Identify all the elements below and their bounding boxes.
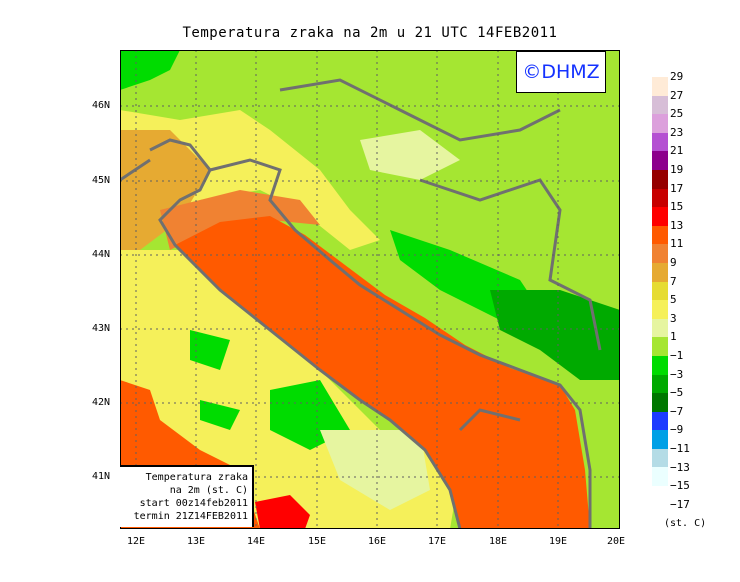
legend-label: 25 — [670, 107, 684, 121]
legend-swatch — [652, 132, 668, 152]
legend-swatch — [652, 262, 668, 282]
alps-cold-area — [120, 50, 180, 90]
legend-label: 27 — [670, 88, 684, 102]
legend-label: 9 — [670, 256, 677, 269]
legend-swatch — [652, 77, 668, 96]
legend-label: 13 — [670, 218, 684, 232]
montenegro-cold-area — [490, 290, 620, 380]
legend-label: 19 — [670, 163, 684, 176]
legend-label: −17 — [670, 497, 690, 511]
pannonia-mild-area — [360, 130, 460, 180]
lon-tick: 13E — [186, 536, 206, 547]
color-legend — [652, 77, 668, 487]
legend-swatch — [652, 430, 668, 449]
legend-label: 21 — [670, 144, 684, 158]
legend-label: −13 — [670, 460, 690, 474]
legend-swatch — [652, 411, 668, 431]
legend-swatch — [652, 281, 668, 301]
info-box: Temperatura zraka na 2m (st. C) start 00… — [120, 465, 254, 527]
legend-label: −9 — [670, 423, 684, 437]
legend-swatch — [652, 374, 668, 394]
italy-north-warm — [120, 130, 210, 260]
legend-label: −11 — [670, 442, 690, 455]
adriatic-sea — [175, 216, 590, 529]
south-italy-mild — [320, 430, 430, 510]
legend-label: −1 — [670, 349, 684, 362]
legend-label: −5 — [670, 386, 684, 400]
coastline — [120, 78, 602, 529]
legend-swatch — [652, 169, 668, 189]
legend-swatch — [652, 300, 668, 319]
lat-tick: 42N — [92, 397, 111, 408]
lon-tick: 12E — [126, 536, 146, 547]
legend-swatch — [652, 244, 668, 263]
legend-swatch — [652, 114, 668, 133]
legend-swatch — [652, 207, 668, 226]
info-line: Temperatura zraka — [145, 472, 248, 483]
legend-label: 3 — [670, 311, 677, 325]
lat-tick: 41N — [92, 471, 111, 482]
legend-swatch — [652, 318, 668, 338]
lon-tick: 14E — [246, 536, 266, 547]
lon-tick: 16E — [367, 536, 387, 547]
lon-tick: 15E — [307, 536, 327, 547]
legend-swatch — [652, 337, 668, 356]
lat-tick: 45N — [92, 175, 111, 186]
temperature-map — [120, 50, 620, 529]
info-line: termin 21Z14FEB2011 — [133, 511, 248, 522]
lon-tick: 20E — [606, 536, 626, 547]
legend-label: −3 — [670, 367, 684, 381]
lat-tick: 44N — [92, 249, 111, 260]
legend-label: 17 — [670, 181, 684, 195]
lat-tick: 46N — [92, 100, 111, 111]
info-line: start 00z14feb2011 — [139, 498, 248, 509]
lon-tick: 17E — [427, 536, 447, 547]
legend-swatch — [652, 355, 668, 375]
legend-swatch — [652, 188, 668, 208]
dhmz-logo: ©DHMZ — [516, 51, 606, 93]
legend-unit: (st. C) — [664, 518, 707, 529]
legend-label: 7 — [670, 274, 677, 288]
legend-swatch — [652, 225, 668, 245]
legend-label: −15 — [670, 479, 690, 493]
legend-label: 11 — [670, 237, 684, 251]
lat-tick: 43N — [92, 323, 111, 334]
graticule — [120, 50, 620, 529]
legend-label: 23 — [670, 125, 684, 139]
map-title: Temperatura zraka na 2m u 21 UTC 14FEB20… — [182, 25, 558, 41]
legend-label: 1 — [670, 330, 677, 344]
legend-swatch — [652, 393, 668, 412]
apennine-cold-areas — [190, 330, 350, 450]
info-line: na 2m (st. C) — [169, 485, 248, 496]
legend-label: −7 — [670, 404, 684, 418]
legend-swatch — [652, 95, 668, 115]
legend-swatch — [652, 448, 668, 468]
legend-swatch — [652, 151, 668, 170]
legend-swatch — [652, 467, 668, 487]
lon-tick: 19E — [548, 536, 568, 547]
legend-label: 15 — [670, 200, 684, 214]
lon-tick: 18E — [488, 536, 508, 547]
warm-spot-naples — [255, 495, 310, 529]
legend-label: 5 — [670, 293, 677, 307]
legend-label: 29 — [670, 70, 684, 83]
